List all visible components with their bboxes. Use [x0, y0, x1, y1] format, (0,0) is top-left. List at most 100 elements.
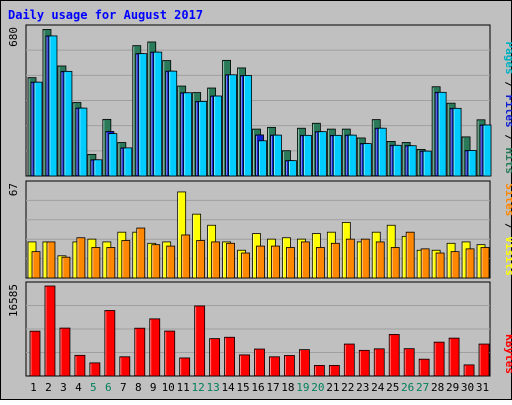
bar-sites-7	[121, 240, 131, 279]
x-tick-label-6: 6	[105, 381, 112, 394]
bar-pages-9	[153, 51, 163, 177]
bar-pages-22	[347, 134, 357, 177]
legend-sites_visits: Sites / Visits	[503, 183, 512, 276]
legend-item-hits: Hits	[503, 148, 512, 175]
bar-sites-15	[241, 252, 250, 279]
x-tick-label-7: 7	[120, 381, 127, 394]
bar-sites-27	[420, 248, 430, 279]
panel-pages_files_hits: 680 Pages / Files / Hits	[7, 24, 512, 177]
bar-sites-20	[315, 247, 325, 279]
x-tick-label-21: 21	[326, 381, 339, 394]
bar-pages-31	[482, 124, 492, 177]
bar-pages-30	[467, 150, 477, 177]
bar-pages-2	[48, 35, 58, 177]
bar-kbytes-12	[194, 305, 206, 377]
bar-pages-19	[303, 134, 312, 177]
bar-kbytes-8	[134, 327, 146, 377]
bar-pages-20	[317, 131, 327, 177]
x-tick-label-17: 17	[266, 381, 279, 394]
bar-kbytes-25	[388, 334, 400, 377]
bar-sites-19	[301, 241, 310, 279]
bar-pages-7	[123, 147, 133, 177]
bar-sites-22	[345, 238, 355, 279]
legend-item-sites: Sites	[503, 183, 512, 216]
bar-sites-11	[181, 234, 191, 279]
x-tick-label-13: 13	[206, 381, 219, 394]
x-tick-label-15: 15	[236, 381, 249, 394]
bar-kbytes-27	[418, 358, 430, 377]
bar-sites-24	[375, 241, 385, 279]
bar-pages-10	[168, 70, 178, 177]
bar-pages-13	[213, 95, 223, 177]
bar-sites-21	[330, 242, 340, 279]
bar-sites-10	[166, 245, 176, 279]
y-max-label-sites_visits: 67	[7, 183, 20, 196]
x-tick-label-2: 2	[45, 381, 52, 394]
legend-item-visits: Visits	[503, 236, 512, 276]
x-tick-label-3: 3	[60, 381, 67, 394]
bar-pages-23	[362, 143, 372, 177]
bar-pages-16	[258, 140, 267, 177]
panel-sites_visits: 67 Sites / Visits	[7, 180, 512, 279]
bar-kbytes-22	[343, 343, 355, 377]
bar-pages-6	[108, 133, 118, 177]
legend-kbytes: KBytes	[503, 334, 512, 374]
bar-kbytes-1	[29, 330, 41, 377]
chart-panels: 680 Pages / Files / Hits 67 Sites / Visits 1…	[7, 24, 512, 377]
bar-kbytes-17	[269, 356, 280, 377]
bar-sites-1	[31, 251, 41, 279]
x-tick-label-24: 24	[371, 381, 385, 394]
bar-sites-28	[435, 252, 445, 279]
bar-pages-18	[288, 160, 297, 177]
chart-title: Daily usage for August 2017	[8, 8, 203, 22]
bar-sites-30	[465, 248, 475, 279]
bar-sites-14	[226, 242, 235, 279]
bar-kbytes-26	[403, 348, 415, 377]
legend-separator: /	[503, 216, 512, 236]
bar-pages-5	[93, 159, 103, 177]
bar-pages-3	[63, 70, 73, 177]
bar-pages-28	[437, 91, 447, 177]
bar-sites-13	[211, 241, 221, 279]
bar-sites-12	[196, 240, 206, 279]
bar-sites-4	[76, 237, 86, 279]
bar-kbytes-18	[284, 355, 295, 377]
bar-pages-15	[243, 75, 252, 177]
bar-sites-17	[271, 245, 280, 279]
bar-sites-31	[480, 247, 490, 279]
x-tick-label-19: 19	[296, 381, 309, 394]
bar-kbytes-9	[149, 318, 161, 377]
x-tick-label-14: 14	[221, 381, 235, 394]
x-axis-labels: 1 2 3 4 5 6 7 8 9 10 11 12 13 14 15 16 17 18 19 20 21 22 23 24 2…	[30, 381, 489, 394]
bar-kbytes-15	[239, 354, 250, 377]
bar-pages-4	[78, 107, 88, 177]
legend-item-files: Files	[503, 95, 512, 128]
bar-pages-25	[392, 144, 402, 177]
bar-pages-29	[452, 107, 462, 177]
x-tick-label-5: 5	[90, 381, 97, 394]
bar-kbytes-21	[328, 365, 340, 377]
x-tick-label-12: 12	[192, 381, 205, 394]
y-max-label-kbytes: 16585	[7, 284, 20, 317]
bar-kbytes-7	[119, 356, 131, 377]
legend-item-kbytes: KBytes	[503, 334, 512, 374]
bar-pages-24	[377, 127, 387, 177]
bar-kbytes-5	[89, 362, 101, 377]
bar-pages-8	[138, 53, 148, 177]
bar-sites-26	[405, 231, 415, 279]
x-tick-label-31: 31	[476, 381, 489, 394]
bar-pages-14	[228, 74, 237, 177]
bar-kbytes-2	[44, 285, 56, 377]
bar-kbytes-20	[313, 365, 325, 377]
bar-kbytes-11	[179, 357, 191, 377]
x-tick-label-27: 27	[416, 381, 429, 394]
bar-pages-21	[332, 134, 342, 177]
x-tick-label-28: 28	[431, 381, 444, 394]
x-tick-label-1: 1	[30, 381, 37, 394]
bar-kbytes-23	[358, 349, 370, 377]
bar-kbytes-6	[104, 310, 116, 377]
bar-pages-11	[183, 92, 193, 177]
bar-sites-3	[61, 256, 71, 279]
